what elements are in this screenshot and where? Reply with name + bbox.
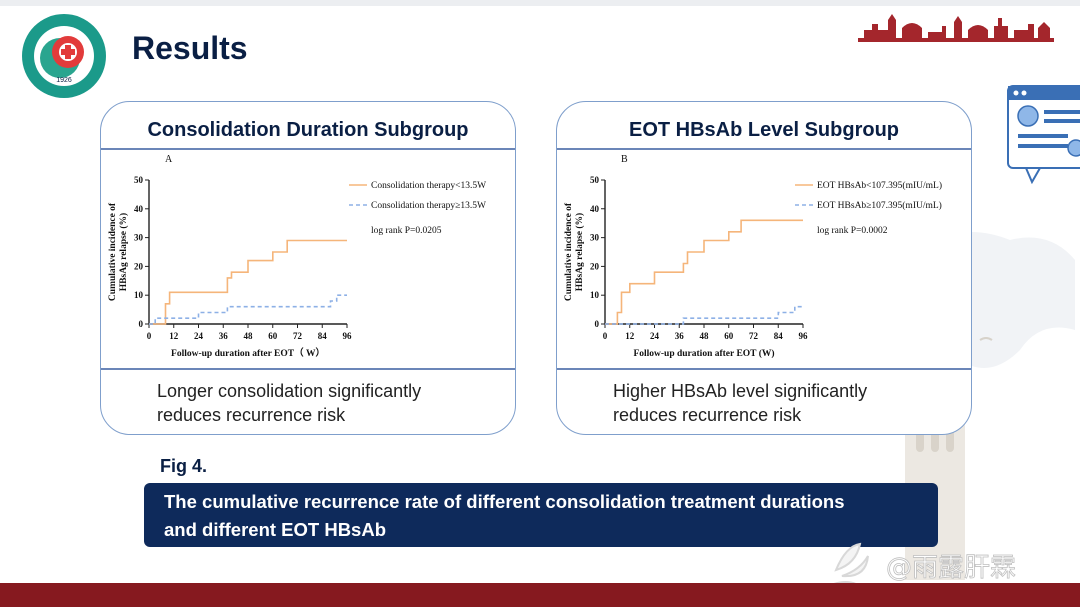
watermark-text: @雨露肝霖 bbox=[886, 553, 1016, 583]
series-line-1 bbox=[605, 219, 803, 325]
y-tick-label: 10 bbox=[134, 290, 144, 300]
y-tick-label: 40 bbox=[590, 204, 600, 214]
x-tick-label: 60 bbox=[268, 331, 278, 341]
panel-caption: Higher HBsAb level significantly reduces… bbox=[613, 379, 867, 427]
panel-divider-bottom bbox=[101, 368, 515, 370]
y-tick-label: 30 bbox=[134, 233, 144, 243]
panel-title: EOT HBsAb Level Subgroup bbox=[628, 119, 900, 141]
y-tick-label: 20 bbox=[590, 261, 600, 271]
hbsab-level-panel: EOT HBsAb Level Subgroup B 0 12 24 36 48 60 72 8… bbox=[556, 101, 972, 435]
leaf-icon bbox=[831, 542, 869, 588]
y-tick-label: 50 bbox=[134, 175, 144, 185]
y-tick-label: 40 bbox=[134, 204, 144, 214]
panel-caption: Longer consolidation significantly reduc… bbox=[157, 379, 421, 427]
x-tick-label: 0 bbox=[603, 331, 608, 341]
y-axis-label-line-1: Cumulative incidence of bbox=[564, 202, 574, 301]
log-rank-annotation: log rank P=0.0205 bbox=[371, 226, 442, 236]
document-chat-icon bbox=[1007, 85, 1080, 184]
legend-label-1: EOT HBsAb<107.395(mIU/mL) bbox=[817, 180, 942, 191]
top-band bbox=[0, 0, 1080, 6]
x-tick-label: 0 bbox=[147, 331, 152, 341]
legend-label-2: EOT HBsAb≥107.395(mIU/mL) bbox=[817, 200, 942, 211]
x-tick-label: 12 bbox=[625, 331, 635, 341]
page-title: Results bbox=[132, 30, 248, 66]
legend-label-2: Consolidation therapy≥13.5W bbox=[371, 201, 486, 211]
x-tick-label: 84 bbox=[318, 331, 328, 341]
x-tick-label: 48 bbox=[244, 331, 254, 341]
y-axis-label-line-2: HBsAg relapse (%) bbox=[118, 213, 129, 291]
x-tick-label: 96 bbox=[799, 331, 809, 341]
x-tick-label: 36 bbox=[219, 331, 229, 341]
panel-divider-top bbox=[101, 148, 515, 150]
panel-caption-line-1: Higher HBsAb level significantly bbox=[613, 381, 868, 401]
x-tick-label: 36 bbox=[675, 331, 685, 341]
figure-label: Fig 4. bbox=[160, 456, 208, 476]
panel-divider-top bbox=[557, 148, 971, 150]
panel-letter: B bbox=[621, 154, 628, 165]
x-tick-label: 24 bbox=[650, 331, 660, 341]
km-curve-chart-b: B 0 12 24 36 48 60 72 84 96 0 10 20 30 40 50 Follow-up d… bbox=[564, 154, 942, 359]
x-tick-label: 72 bbox=[293, 331, 303, 341]
panel-title: Consolidation Duration Subgroup bbox=[147, 119, 469, 141]
panel-letter: A bbox=[165, 154, 173, 165]
x-axis-label: Follow-up duration after EOT (W) bbox=[633, 348, 774, 359]
hospital-logo: 1926 bbox=[22, 14, 106, 98]
x-tick-label: 60 bbox=[724, 331, 734, 341]
y-axis-label: Cumulative incidence of HBsAg relapse (%) bbox=[564, 202, 585, 301]
log-rank-annotation: log rank P=0.0002 bbox=[817, 226, 888, 236]
y-tick-label: 10 bbox=[590, 290, 600, 300]
x-axis-label: Follow-up duration after EOT（ W） bbox=[171, 347, 325, 359]
series-line-1 bbox=[149, 239, 347, 325]
y-tick-label: 50 bbox=[590, 175, 600, 185]
series-line-2 bbox=[605, 305, 803, 325]
panel-divider-bottom bbox=[557, 368, 971, 370]
consolidation-duration-panel: Consolidation Duration Subgroup A 0 12 24 36… bbox=[100, 101, 516, 435]
logo-year: 1926 bbox=[56, 77, 72, 84]
y-axis-label-line-1: Cumulative incidence of bbox=[108, 202, 118, 301]
x-tick-label: 48 bbox=[700, 331, 710, 341]
x-tick-label: 72 bbox=[749, 331, 759, 341]
x-tick-label: 84 bbox=[774, 331, 784, 341]
x-tick-label: 24 bbox=[194, 331, 204, 341]
legend-label-1: Consolidation therapy<13.5W bbox=[371, 181, 486, 191]
y-tick-label: 0 bbox=[595, 319, 600, 329]
panel-caption-line-1: Longer consolidation significantly bbox=[157, 381, 422, 401]
figure-caption-line-2: and different EOT HBsAb bbox=[164, 519, 387, 540]
panel-caption-line-2: reduces recurrence risk bbox=[613, 405, 802, 425]
x-tick-label: 12 bbox=[169, 331, 179, 341]
y-tick-label: 20 bbox=[134, 261, 144, 271]
x-tick-label: 96 bbox=[343, 331, 353, 341]
footer-bar bbox=[0, 583, 1080, 607]
figure-caption-box: The cumulative recurrence rate of differ… bbox=[144, 483, 938, 547]
figure-caption-line-1: The cumulative recurrence rate of differ… bbox=[164, 491, 845, 512]
y-axis-label-line-2: HBsAg relapse (%) bbox=[574, 213, 585, 291]
panel-caption-line-2: reduces recurrence risk bbox=[157, 405, 346, 425]
y-axis-label: Cumulative incidence of HBsAg relapse (%) bbox=[108, 202, 129, 301]
y-tick-label: 30 bbox=[590, 233, 600, 243]
city-skyline-icon bbox=[858, 14, 1054, 42]
y-tick-label: 0 bbox=[139, 319, 144, 329]
series-line-2 bbox=[149, 294, 347, 325]
km-curve-chart-a: A 0 12 24 36 48 60 72 84 96 0 10 20 30 40 50 Follow-up d… bbox=[108, 154, 486, 359]
